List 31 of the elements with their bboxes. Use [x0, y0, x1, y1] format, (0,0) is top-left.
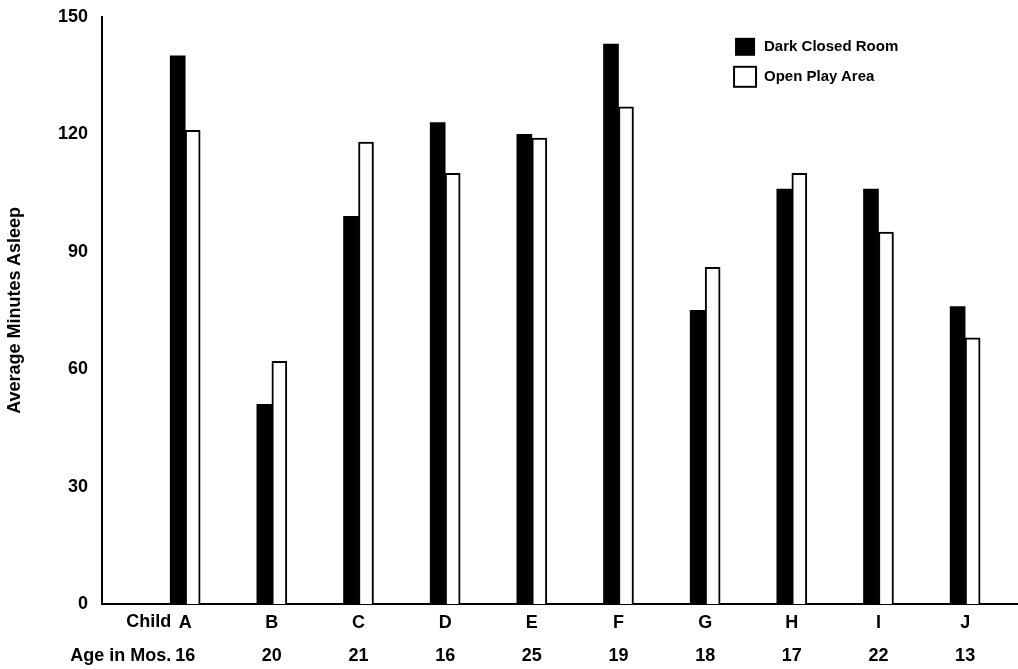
x-tick-label: G	[698, 611, 713, 632]
text: 17	[781, 644, 802, 665]
text: Age in Mos.	[70, 644, 172, 665]
x-tick-label: F	[613, 611, 624, 632]
text: 16	[175, 644, 196, 665]
y-axis-title: Average Minutes Asleep	[3, 207, 24, 414]
text: 22	[868, 644, 889, 665]
x-tick-label: E	[525, 611, 538, 632]
text: 13	[955, 644, 976, 665]
legend-label: Dark Closed Room	[764, 36, 899, 54]
text: 20	[261, 644, 282, 665]
text: 19	[608, 644, 629, 665]
x-tick-label: A	[178, 611, 192, 632]
y-tick-label: 90	[67, 240, 88, 261]
y-tick-label: 60	[67, 358, 88, 379]
x-tick-label: B	[265, 611, 279, 632]
x-tick-label: H	[785, 611, 799, 632]
x-tick-label: D	[438, 611, 452, 632]
x-tick-label: I	[875, 611, 881, 632]
y-tick-label: 30	[67, 475, 88, 496]
y-tick-label: 0	[77, 592, 88, 613]
x-tick-label: C	[352, 611, 366, 632]
text: Child	[126, 610, 172, 631]
x-tick-label: J	[960, 611, 971, 632]
legend-label: Open Play Area	[764, 66, 876, 84]
y-tick-label: 120	[57, 123, 88, 144]
text: 18	[695, 644, 716, 665]
y-tick-label: 150	[57, 5, 88, 26]
text: 21	[348, 644, 369, 665]
text: 16	[435, 644, 456, 665]
text: 25	[521, 644, 542, 665]
